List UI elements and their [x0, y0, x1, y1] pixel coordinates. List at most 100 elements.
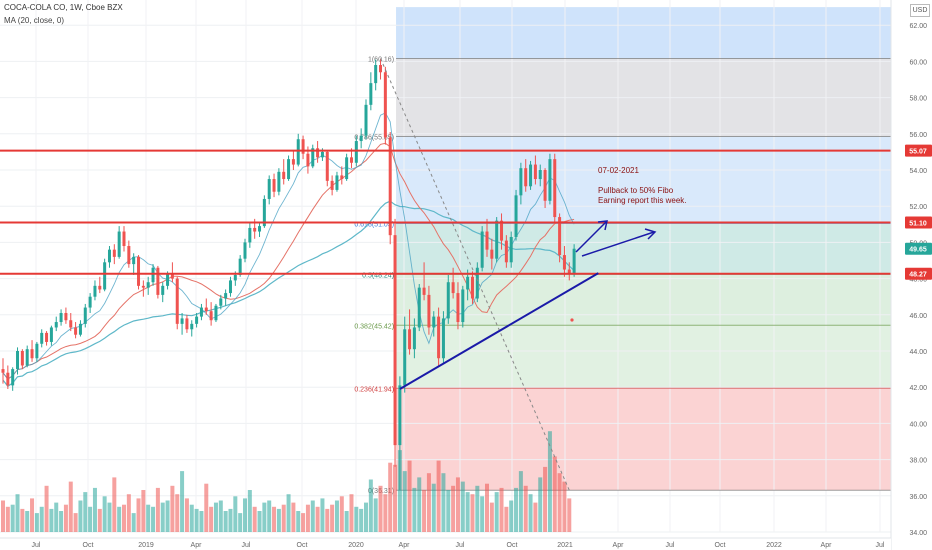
volume-bar: [141, 490, 146, 532]
volume-bar: [180, 471, 185, 532]
volume-bar: [364, 502, 368, 532]
volume-bar: [155, 487, 160, 532]
candle-body: [151, 267, 155, 283]
candle-body: [291, 159, 295, 165]
time-tick-label: Jul: [32, 542, 41, 549]
volume-bar: [470, 494, 475, 532]
volume-bar: [330, 504, 335, 532]
volume-bar: [5, 506, 10, 532]
candle-body: [529, 164, 533, 187]
volume-bar: [431, 483, 436, 532]
candle-body: [30, 349, 34, 359]
candle-body: [383, 72, 387, 138]
volume-bar: [25, 511, 30, 532]
volume-bar: [455, 477, 460, 532]
volume-bar: [204, 483, 209, 532]
volume-bar: [514, 487, 519, 532]
price-tick-label: 34.00: [909, 530, 927, 537]
candle-body: [267, 179, 271, 199]
price-badge: [905, 267, 932, 280]
volume-bar: [378, 485, 383, 532]
candle-body: [408, 329, 412, 350]
volume-bar: [543, 466, 548, 532]
candle-body: [422, 287, 426, 295]
volume-bar: [131, 513, 136, 532]
volume-bar: [349, 494, 354, 532]
projection-arrow[interactable]: [581, 231, 655, 257]
volume-bar: [199, 511, 204, 532]
volume-bar: [291, 502, 296, 532]
volume-bar: [436, 460, 441, 532]
candle-body: [25, 349, 29, 366]
candle-body: [219, 298, 223, 306]
candle-body: [354, 141, 358, 163]
time-axis-bg: [0, 538, 891, 550]
time-tick-label: Jul: [666, 542, 675, 549]
candle-body: [175, 278, 179, 324]
candle-body: [504, 240, 508, 263]
volume-bar: [344, 511, 349, 532]
volume-bar: [63, 504, 68, 532]
candle-body: [567, 269, 571, 274]
volume-bar: [223, 511, 228, 532]
candle-body: [374, 65, 378, 84]
volume-bar: [30, 498, 35, 532]
candle-body: [320, 151, 324, 158]
candle-body: [490, 249, 494, 259]
price-tick-label: 42.00: [909, 385, 927, 392]
candle-body: [74, 327, 78, 335]
time-tick-label: Apr: [821, 542, 833, 549]
candle-body: [6, 372, 10, 386]
candle-body: [553, 159, 557, 218]
candle-body: [1, 369, 5, 373]
time-tick-label: Jul: [876, 542, 885, 549]
fib-zone: [396, 7, 891, 59]
candle-body: [11, 369, 15, 386]
volume-bar: [509, 500, 514, 532]
candle-body: [209, 311, 213, 321]
candle-body: [146, 282, 150, 288]
price-badge-label: 49.65: [909, 247, 927, 254]
candle-body: [224, 293, 228, 299]
time-tick-label: Jul: [242, 542, 251, 549]
volume-bar: [383, 494, 388, 532]
volume-bar: [397, 450, 402, 532]
volume-bar: [247, 490, 252, 532]
candle-body: [287, 159, 291, 180]
fib-zone: [396, 388, 891, 491]
volume-bar: [122, 504, 126, 532]
volume-bar: [213, 502, 218, 532]
volume-bar: [54, 502, 59, 532]
volume-bar: [68, 481, 73, 532]
candle-body: [83, 307, 87, 324]
currency-selector[interactable]: USD: [910, 4, 930, 17]
volume-bar: [368, 479, 373, 532]
volume-bar: [499, 487, 504, 532]
candle-body: [538, 170, 542, 180]
candle-body: [480, 231, 484, 268]
candle-body: [369, 83, 373, 105]
candle-body: [359, 135, 363, 142]
price-badge: [905, 216, 932, 229]
volume-bar: [441, 473, 446, 532]
projection-arrow[interactable]: [575, 221, 607, 253]
trendline[interactable]: [399, 272, 599, 390]
volume-bar: [228, 508, 233, 532]
volume-bar: [339, 496, 344, 532]
candle-body: [64, 312, 68, 321]
volume-bar: [160, 502, 165, 532]
candle-body: [180, 318, 184, 324]
candle-body: [446, 282, 450, 319]
candle-body: [272, 179, 276, 192]
volume-bar: [562, 481, 567, 532]
volume-bar: [465, 492, 470, 532]
volume-bar: [272, 506, 277, 532]
candle-body: [258, 226, 262, 232]
volume-bar: [557, 473, 562, 532]
candle-body: [122, 231, 126, 247]
candle-body: [199, 307, 203, 317]
candle-body: [456, 293, 460, 323]
candle-body: [107, 249, 111, 263]
candle-body: [509, 236, 513, 263]
